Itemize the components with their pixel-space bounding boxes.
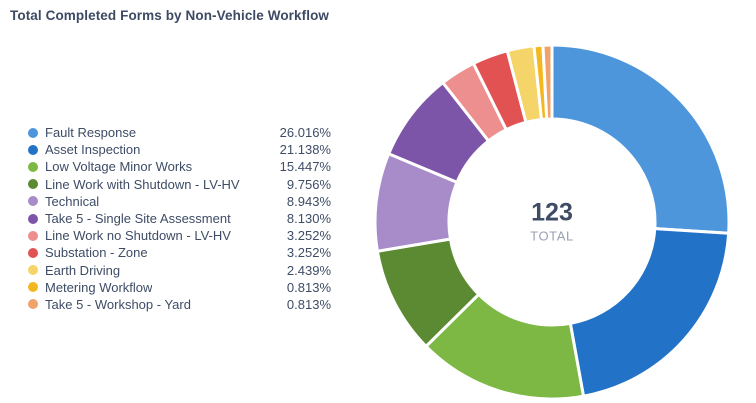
donut-segment-1[interactable]	[568, 226, 731, 398]
legend-item-10[interactable]: Take 5 - Workshop - Yard 0.813%	[28, 296, 331, 313]
legend: Fault Response 26.016% Asset Inspection 21.…	[28, 124, 331, 313]
legend-swatch-icon	[28, 179, 38, 190]
donut-segment-0[interactable]	[550, 43, 731, 235]
legend-value: 2.439%	[286, 262, 331, 278]
legend-label: Line Work no Shutdown - LV-HV	[45, 228, 231, 244]
legend-label: Line Work with Shutdown - LV-HV	[45, 176, 240, 192]
legend-item-4[interactable]: Technical 8.943%	[28, 193, 331, 210]
legend-value: 3.252%	[286, 245, 331, 261]
legend-value: 15.447%	[279, 159, 331, 175]
legend-item-6[interactable]: Line Work no Shutdown - LV-HV 3.252%	[28, 227, 331, 244]
legend-label: Metering Workflow	[45, 279, 153, 295]
legend-label: Technical	[45, 193, 100, 209]
legend-value: 0.813%	[286, 296, 331, 312]
legend-swatch-icon	[28, 213, 38, 224]
legend-item-2[interactable]: Low Voltage Minor Works 15.447%	[28, 158, 331, 175]
legend-swatch-icon	[28, 161, 38, 172]
legend-value: 9.756%	[286, 176, 331, 192]
legend-item-1[interactable]: Asset Inspection 21.138%	[28, 141, 331, 158]
legend-swatch-icon	[28, 196, 38, 207]
legend-label: Low Voltage Minor Works	[45, 159, 193, 175]
legend-item-7[interactable]: Substation - Zone 3.252%	[28, 244, 331, 261]
legend-item-9[interactable]: Metering Workflow 0.813%	[28, 279, 331, 296]
legend-value: 21.138%	[279, 142, 331, 158]
legend-item-3[interactable]: Line Work with Shutdown - LV-HV 9.756%	[28, 176, 331, 193]
legend-value: 26.016%	[279, 125, 331, 141]
legend-swatch-icon	[28, 230, 38, 241]
legend-item-0[interactable]: Fault Response 26.016%	[28, 124, 331, 141]
legend-label: Substation - Zone	[45, 245, 148, 261]
legend-label: Earth Driving	[45, 262, 121, 278]
legend-swatch-icon	[28, 299, 38, 310]
legend-value: 8.943%	[286, 193, 331, 209]
legend-swatch-icon	[28, 127, 38, 138]
legend-value: 8.130%	[286, 211, 331, 227]
donut-segment-10[interactable]	[541, 43, 554, 121]
legend-label: Fault Response	[45, 125, 137, 141]
chart-title: Total Completed Forms by Non-Vehicle Wor…	[10, 8, 330, 23]
legend-swatch-icon	[28, 282, 38, 293]
legend-value: 3.252%	[286, 228, 331, 244]
legend-item-8[interactable]: Earth Driving 2.439%	[28, 262, 331, 279]
legend-label: Take 5 - Single Site Assessment	[45, 211, 231, 227]
legend-label: Take 5 - Workshop - Yard	[45, 296, 191, 312]
legend-swatch-icon	[28, 247, 38, 258]
legend-value: 0.813%	[286, 279, 331, 295]
legend-swatch-icon	[28, 265, 38, 276]
legend-item-5[interactable]: Take 5 - Single Site Assessment 8.130%	[28, 210, 331, 227]
legend-label: Asset Inspection	[45, 142, 141, 158]
legend-swatch-icon	[28, 144, 38, 155]
